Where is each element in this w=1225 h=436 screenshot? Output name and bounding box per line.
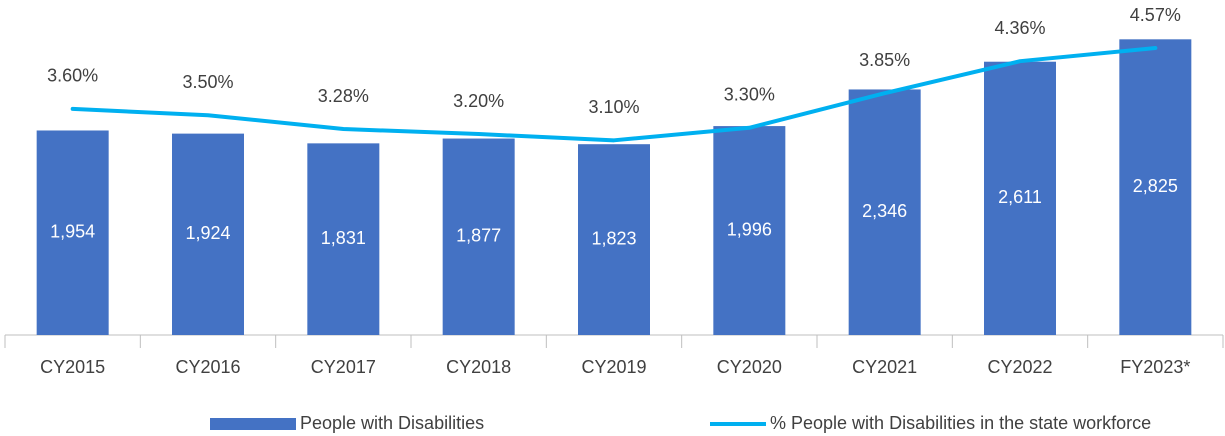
legend-label: % People with Disabilities in the state … xyxy=(770,413,1151,433)
line-label: 3.10% xyxy=(588,97,639,117)
legend-label: People with Disabilities xyxy=(300,413,484,433)
bar-label: 1,924 xyxy=(185,223,230,243)
bar xyxy=(984,61,1056,335)
line-label: 3.20% xyxy=(453,91,504,111)
bar xyxy=(307,143,380,335)
line-label: 3.85% xyxy=(859,50,910,70)
bar-label: 1,877 xyxy=(456,226,501,246)
line-label: 3.50% xyxy=(182,72,233,92)
x-tick-label: CY2018 xyxy=(446,357,511,377)
line-label: 4.57% xyxy=(1130,5,1181,25)
x-tick-label: CY2020 xyxy=(717,357,782,377)
x-tick-label: CY2022 xyxy=(987,357,1052,377)
bar-label: 2,825 xyxy=(1133,176,1178,196)
bar-label: 2,346 xyxy=(862,201,907,221)
x-tick-label: CY2017 xyxy=(311,357,376,377)
line-label: 3.28% xyxy=(318,86,369,106)
line-label: 3.60% xyxy=(47,66,98,86)
legend-swatch xyxy=(210,418,296,430)
line-label: 3.30% xyxy=(724,85,775,105)
bar-label: 1,954 xyxy=(50,221,95,241)
bar xyxy=(172,133,244,335)
line-label: 4.36% xyxy=(994,18,1045,38)
x-tick-label: CY2016 xyxy=(175,357,240,377)
x-tick-label: CY2019 xyxy=(581,357,646,377)
bar xyxy=(442,138,515,335)
bar xyxy=(713,126,786,336)
x-tick-label: CY2021 xyxy=(852,357,917,377)
bar-label: 1,831 xyxy=(321,228,366,248)
bar xyxy=(1119,39,1192,336)
x-tick-label: FY2023* xyxy=(1120,357,1190,377)
bar xyxy=(36,130,109,335)
line xyxy=(70,46,1158,143)
bar xyxy=(578,144,650,335)
bar-label: 1,996 xyxy=(727,219,772,239)
bar-label: 1,823 xyxy=(591,228,636,248)
bar-label: 2,611 xyxy=(998,187,1042,207)
bar xyxy=(848,89,921,336)
x-tick-label: CY2015 xyxy=(40,357,105,377)
